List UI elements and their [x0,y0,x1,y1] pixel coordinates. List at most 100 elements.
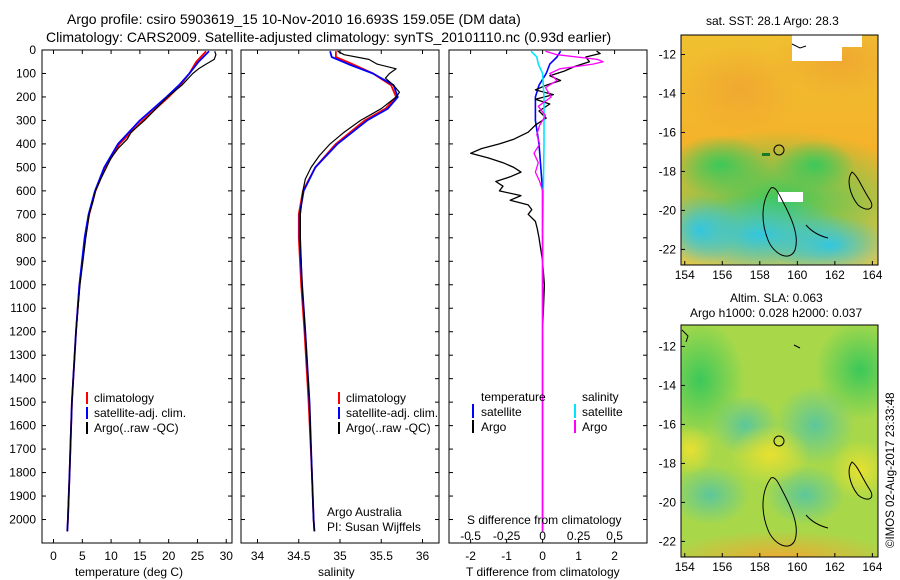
sst-map-title: sat. SST: 28.1 Argo: 28.3 [706,14,839,28]
lat-tick-label: -14 [659,86,677,100]
x-tick-label: 35.5 [370,549,394,563]
lon-tick-label: 160 [787,268,807,282]
argo-float-position-marker [773,435,785,447]
depth-tick-label: 1800 [9,466,36,480]
temperature-lines [66,50,217,532]
sla-yellow-patch [730,425,810,485]
sst-coastline [762,187,797,257]
depth-tick-label: 1600 [9,419,36,433]
lon-tick-label: 158 [750,268,770,282]
depth-tick-label: 0 [29,43,36,57]
tick-marks [42,49,647,521]
sla-coastline [762,477,797,547]
depth-tick-label: 1900 [9,489,36,503]
legend-label-t-satellite: satellite [481,405,522,419]
lat-tick-label: -22 [659,242,677,256]
sla-coastline [793,344,801,349]
lon-tick-label: 162 [825,560,845,574]
depth-tick-label: 1100 [10,301,36,315]
x-tick-label: 34.5 [287,549,311,563]
lat-tick-label: -12 [659,339,677,353]
salinity-axes [240,49,440,544]
difference-legend: temperature salinity satellite Argo sate… [472,390,623,434]
lat-tick-label: -18 [659,164,677,178]
sst-green-patch [681,135,770,195]
depth-tick-label: 1200 [9,325,36,339]
difference-x-ticks: -2 -1 0 1 2 [465,50,618,563]
lat-tick-label: -22 [659,534,677,548]
x-tick-label: 0 [50,549,57,563]
salinity-lines [297,50,400,532]
depth-tick-label: 300 [16,113,36,127]
argo-australia-label: Argo Australia [327,505,402,519]
x-tick-label: 10 [104,549,118,563]
x-tick-label: 35 [333,549,347,563]
x-tick-label: -2 [465,549,476,563]
series-line-argo [66,51,217,532]
s-difference-tick-label: -0.5 [460,529,481,543]
x-tick-label: 30 [220,549,234,563]
sst-argo-marker [762,153,770,156]
sla-yellow-patch [681,425,715,475]
sla-yellow-patch [830,440,878,500]
depth-tick-label: 1300 [9,348,36,362]
depth-tick-label: 1400 [9,372,36,386]
pi-label: PI: Susan Wijffels [327,520,421,534]
depth-tick-label: 1500 [9,395,36,409]
temperature-axes [41,49,233,544]
legend-label-argo: Argo(..raw -QC) [346,421,431,435]
sst-coastline [791,43,807,49]
x-tick-label: 36 [416,549,430,563]
lat-tick-label: -12 [659,47,677,61]
lat-tick-label: -16 [659,417,677,431]
sst-longitude-ticks: 154 156 158 160 162 164 [675,261,883,282]
salinity-difference-ticks: -0.5 -0.25 0 0.25 0.5 [460,529,623,543]
x-tick-label: 0 [539,549,546,563]
sla-teal-patch [681,465,750,525]
legend-label-t-argo: Argo [481,420,507,434]
sla-coastline [805,514,829,529]
lon-tick-label: 164 [862,560,882,574]
salinity-x-ticks: 34 34.5 35 35.5 36 [251,50,430,563]
depth-tick-label: 700 [16,207,36,221]
lat-tick-label: -18 [659,456,677,470]
x-tick-label: 25 [191,549,205,563]
x-tick-label: -1 [501,549,512,563]
s-difference-tick-label: -0.25 [493,529,521,543]
depth-tick-label: 800 [16,231,36,245]
figure-title-line2: Climatology: CARS2009. Satellite-adjuste… [46,29,611,45]
lon-tick-label: 156 [712,560,732,574]
x-tick-label: 20 [162,549,176,563]
sst-coastline [848,171,873,210]
difference-axes [448,49,648,544]
series-line-salinity-argo [533,50,604,532]
sla-map-title-2: Argo h1000: 0.028 h2000: 0.037 [690,306,862,320]
legend-header-salinity: salinity [582,390,619,404]
legend-label-satellite: satellite-adj. clim. [346,406,438,420]
legend-label-climatology: climatology [346,391,406,405]
lon-tick-label: 154 [675,268,695,282]
sst-map-frame [680,34,879,266]
series-line-satellite [298,50,399,532]
series-line-satellite [66,50,210,532]
lat-tick-label: -14 [659,378,677,392]
temperature-axis-label: temperature (deg C) [75,565,183,579]
depth-tick-label: 1000 [9,278,36,292]
depth-tick-labels: 0 100 200 300 400 500 600 700 800 900 1000 1100 1200… [9,43,36,527]
t-difference-axis-label: T difference from climatology [466,565,620,579]
x-tick-label: 2 [611,549,618,563]
difference-lines [469,50,604,532]
depth-tick-label: 100 [16,66,36,80]
x-tick-label: 15 [133,549,147,563]
depth-tick-label: 500 [16,160,36,174]
sst-cloud-mask [778,192,803,202]
lat-tick-label: -20 [659,495,677,509]
lon-tick-label: 164 [862,268,882,282]
sla-longitude-ticks: 154 156 158 160 162 164 [675,553,883,574]
sst-cloud-mask [842,35,862,47]
sst-coastline [805,224,829,239]
salinity-axis-label: salinity [318,565,355,579]
imos-credit: ©IMOS 02-Aug-2017 23:33:48 [885,392,897,548]
legend-label-s-argo: Argo [582,420,608,434]
